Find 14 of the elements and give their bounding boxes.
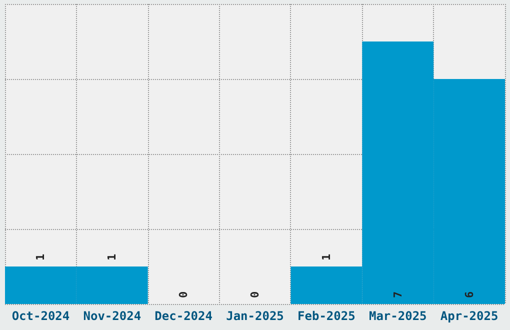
x-tick-label: Feb-2025	[298, 309, 356, 323]
data-label: 1	[320, 254, 333, 260]
data-label: 0	[248, 291, 262, 298]
data-label: 0	[177, 291, 190, 298]
x-tick-label: Apr-2025	[440, 309, 498, 323]
x-tick-label: Mar-2025	[368, 309, 427, 323]
x-tick-label: Oct-2024	[12, 309, 70, 323]
x-tick-label: Jan-2025	[226, 309, 284, 323]
x-tick-label: Dec-2024	[154, 309, 212, 323]
data-label: 6	[462, 291, 476, 298]
x-tick-label: Nov-2024	[83, 309, 142, 323]
data-label: 1	[106, 254, 119, 260]
data-label: 1	[34, 254, 48, 260]
data-label: 7	[391, 291, 404, 298]
